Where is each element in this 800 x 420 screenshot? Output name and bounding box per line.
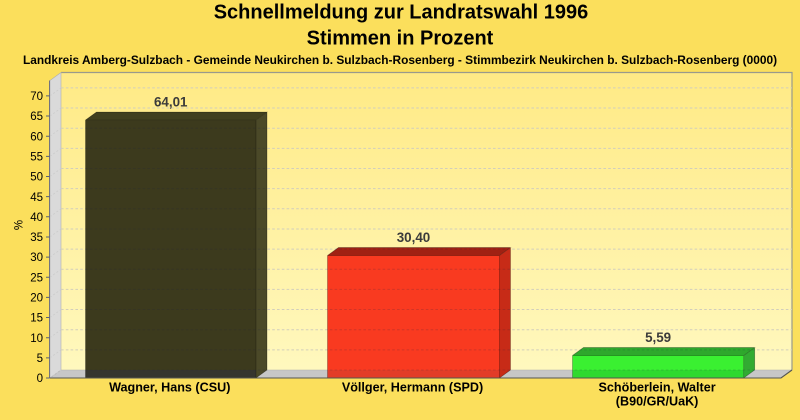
svg-text:25: 25 — [30, 272, 43, 284]
svg-text:Völlger, Hermann (SPD): Völlger, Hermann (SPD) — [342, 380, 483, 394]
svg-text:%: % — [13, 220, 25, 230]
svg-text:5,59: 5,59 — [645, 330, 671, 345]
svg-text:64,01: 64,01 — [154, 95, 188, 110]
svg-text:Stimmen in Prozent: Stimmen in Prozent — [307, 28, 494, 50]
svg-text:5: 5 — [37, 353, 43, 365]
svg-text:0: 0 — [37, 373, 43, 385]
svg-text:30,40: 30,40 — [397, 230, 431, 245]
svg-text:70: 70 — [30, 91, 43, 103]
svg-text:60: 60 — [30, 131, 43, 143]
svg-text:(B90/GR/UaK): (B90/GR/UaK) — [616, 395, 699, 409]
svg-text:45: 45 — [30, 192, 43, 204]
svg-text:Schöberlein, Walter: Schöberlein, Walter — [599, 380, 716, 394]
svg-text:20: 20 — [30, 293, 43, 305]
svg-text:Schnellmeldung zur Landratswah: Schnellmeldung zur Landratswahl 1996 — [214, 2, 589, 24]
svg-text:50: 50 — [30, 172, 43, 184]
svg-text:65: 65 — [30, 111, 43, 123]
svg-text:Landkreis Amberg-Sulzbach - Ge: Landkreis Amberg-Sulzbach - Gemeinde Neu… — [23, 53, 777, 67]
svg-text:35: 35 — [30, 232, 43, 244]
svg-text:40: 40 — [30, 212, 43, 224]
svg-text:15: 15 — [30, 313, 43, 325]
svg-text:Wagner, Hans (CSU): Wagner, Hans (CSU) — [109, 380, 230, 394]
svg-text:10: 10 — [30, 333, 43, 345]
svg-text:30: 30 — [30, 252, 43, 264]
svg-text:55: 55 — [30, 151, 43, 163]
